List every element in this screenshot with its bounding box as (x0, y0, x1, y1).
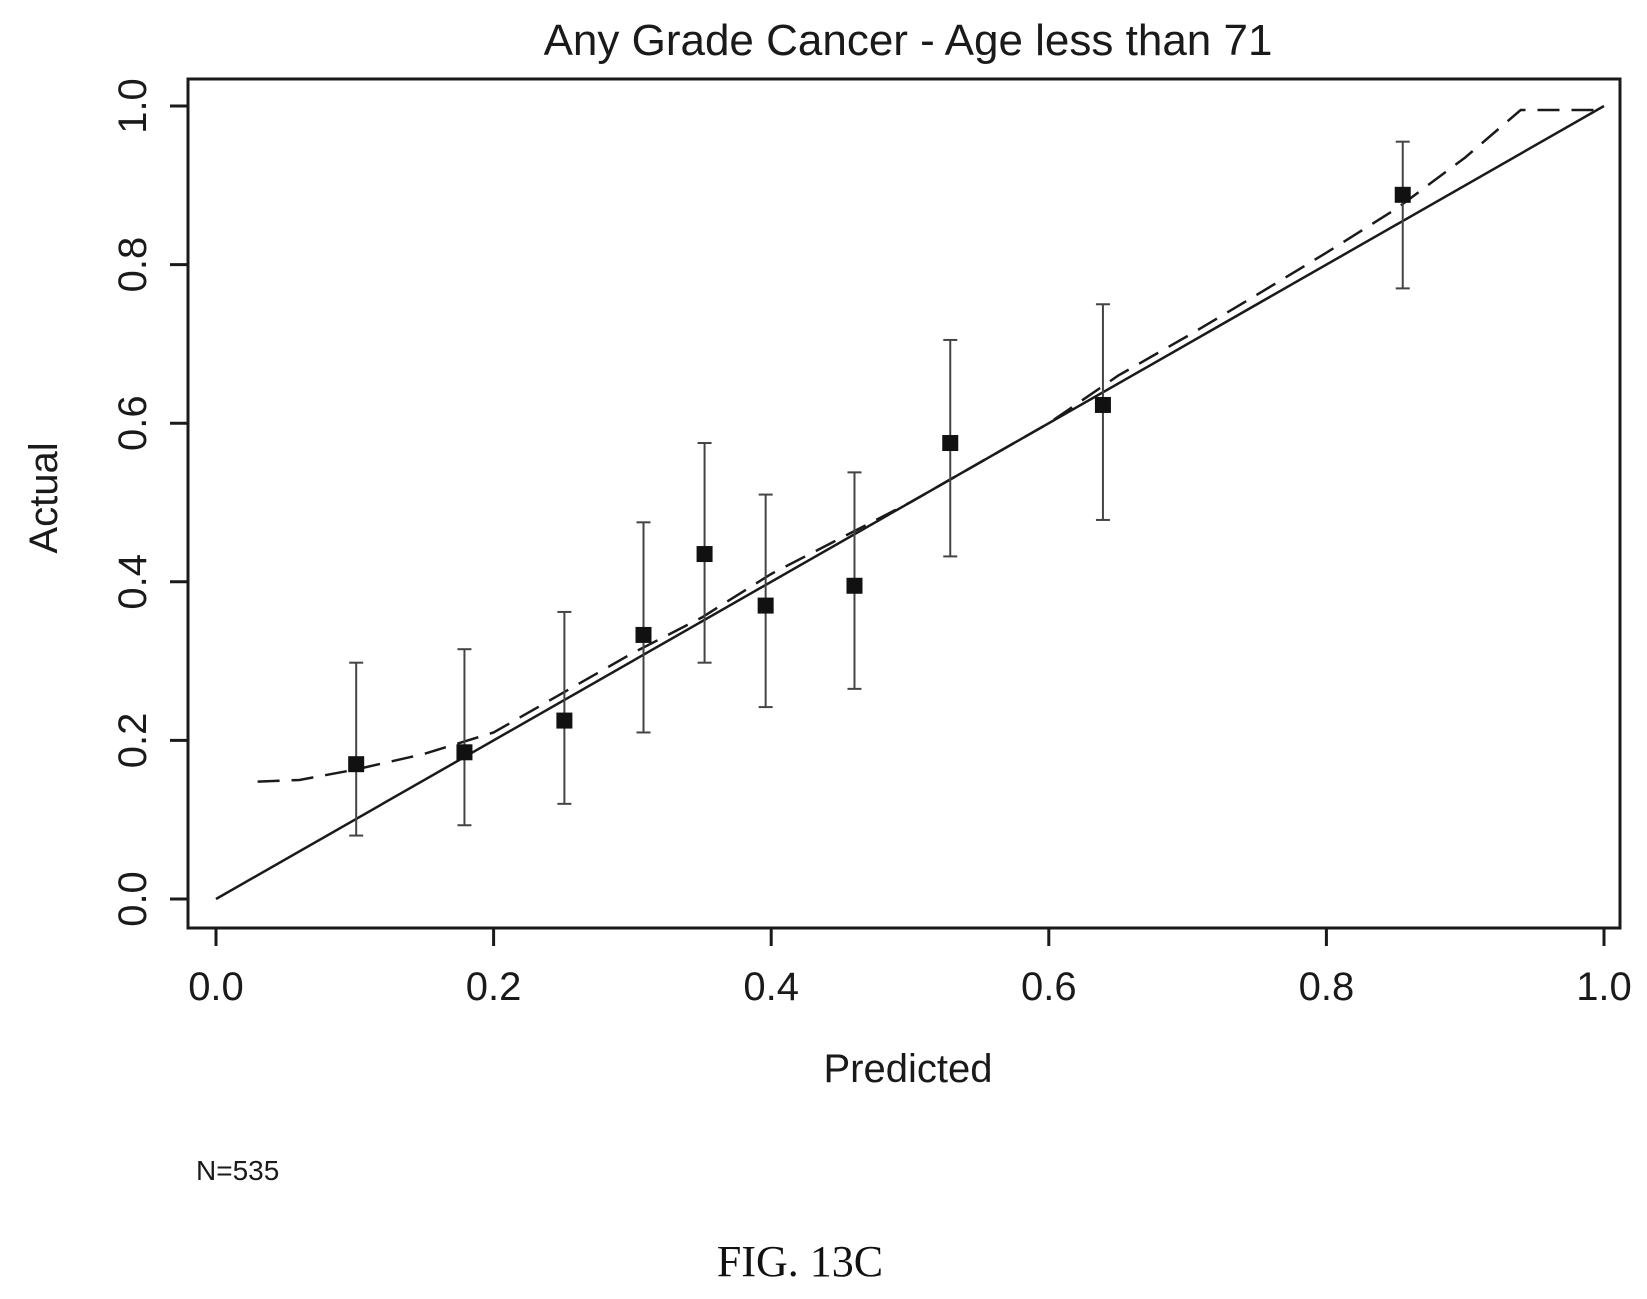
data-point (942, 435, 959, 452)
x-axis-label: Predicted (824, 1047, 993, 1091)
data-point (757, 597, 774, 614)
x-tick-label: 0.2 (466, 965, 522, 1009)
calibration-lines (215, 104, 1605, 901)
data-point (456, 744, 473, 761)
x-tick-label: 1.0 (1576, 965, 1632, 1009)
x-tick-label: 0.4 (743, 965, 799, 1009)
y-tick-label: 0.4 (111, 554, 155, 610)
x-tick-label: 0.8 (1299, 965, 1355, 1009)
y-tick-label: 0.0 (111, 871, 155, 927)
y-tick-label: 0.2 (111, 713, 155, 769)
chart-title: Any Grade Cancer - Age less than 71 (544, 16, 1273, 65)
data-point (846, 577, 863, 594)
smoothed-calibration-line (257, 108, 1604, 783)
y-tick-label: 1.0 (111, 78, 155, 134)
x-tick-label: 0.6 (1021, 965, 1077, 1009)
y-tick-label: 0.8 (111, 237, 155, 293)
data-point (1394, 186, 1411, 203)
data-point (556, 712, 573, 729)
data-point (348, 756, 365, 773)
y-axis-label: Actual (22, 442, 66, 553)
data-point (1094, 396, 1111, 413)
y-axis: 0.0 0.2 0.4 0.6 0.8 1.0 (111, 78, 190, 927)
x-tick-label: 0.0 (188, 965, 244, 1009)
data-point (696, 546, 713, 563)
x-axis: 0.0 0.2 0.4 0.6 0.8 1.0 (188, 926, 1632, 1009)
figure-caption: FIG. 13C (717, 1237, 883, 1286)
data-points (348, 140, 1411, 837)
sample-size-note: N=535 (196, 1155, 279, 1186)
data-point (635, 626, 652, 643)
plot-frame (186, 77, 1622, 930)
y-tick-label: 0.6 (111, 395, 155, 451)
